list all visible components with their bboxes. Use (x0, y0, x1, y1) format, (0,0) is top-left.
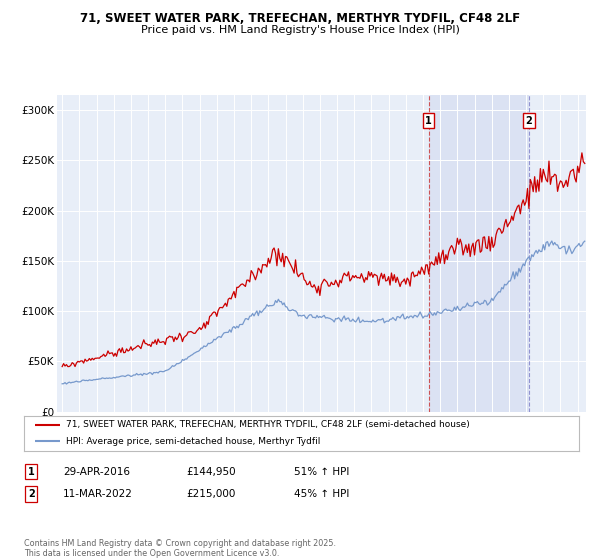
Text: Price paid vs. HM Land Registry's House Price Index (HPI): Price paid vs. HM Land Registry's House … (140, 25, 460, 35)
Text: Contains HM Land Registry data © Crown copyright and database right 2025.
This d: Contains HM Land Registry data © Crown c… (24, 539, 336, 558)
Text: 51% ↑ HPI: 51% ↑ HPI (294, 466, 349, 477)
Text: 71, SWEET WATER PARK, TREFECHAN, MERTHYR TYDFIL, CF48 2LF: 71, SWEET WATER PARK, TREFECHAN, MERTHYR… (80, 12, 520, 25)
Text: 45% ↑ HPI: 45% ↑ HPI (294, 489, 349, 499)
Text: £215,000: £215,000 (186, 489, 235, 499)
Text: 2: 2 (526, 115, 532, 125)
Bar (428, 95, 529, 412)
Text: HPI: Average price, semi-detached house, Merthyr Tydfil: HPI: Average price, semi-detached house,… (65, 437, 320, 446)
Text: 29-APR-2016: 29-APR-2016 (63, 466, 130, 477)
Text: 1: 1 (28, 466, 35, 477)
Text: £144,950: £144,950 (186, 466, 236, 477)
Text: 11-MAR-2022: 11-MAR-2022 (63, 489, 133, 499)
Text: 71, SWEET WATER PARK, TREFECHAN, MERTHYR TYDFIL, CF48 2LF (semi-detached house): 71, SWEET WATER PARK, TREFECHAN, MERTHYR… (65, 420, 469, 430)
Text: 2: 2 (28, 489, 35, 499)
Text: 1: 1 (425, 115, 432, 125)
